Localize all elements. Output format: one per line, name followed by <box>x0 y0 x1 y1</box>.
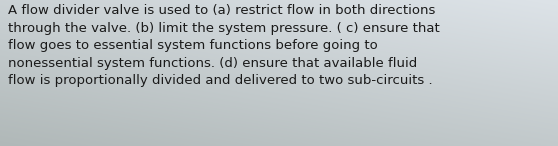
Text: A flow divider valve is used to (a) restrict flow in both directions
through the: A flow divider valve is used to (a) rest… <box>8 4 440 87</box>
